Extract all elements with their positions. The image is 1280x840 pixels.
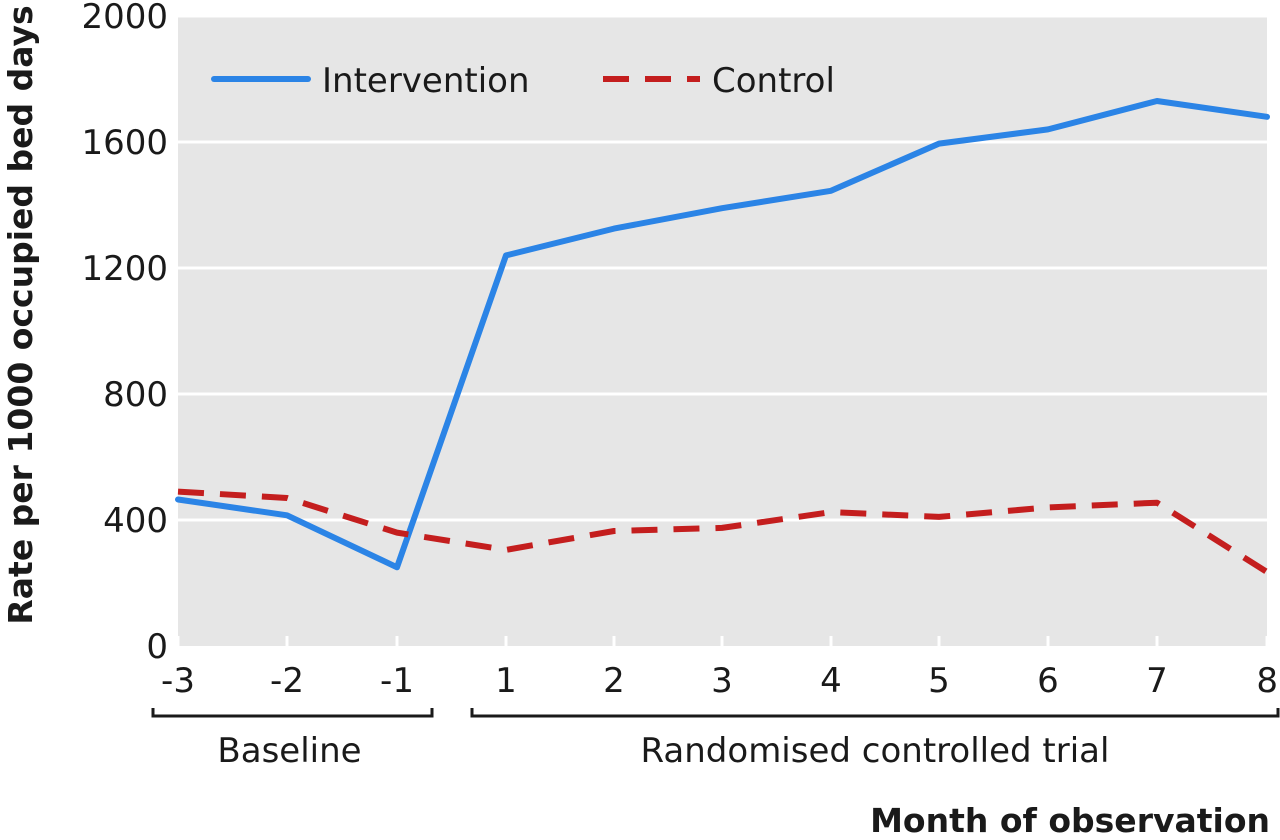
y-tick-label: 1600: [81, 123, 168, 163]
plot-area: [178, 16, 1267, 646]
group-bracket: [470, 708, 1280, 718]
x-axis-title: Month of observation: [870, 801, 1270, 840]
x-tick-label: 1: [495, 661, 517, 701]
group-brackets: Baseline Randomised controlled trial: [151, 708, 1280, 771]
group-label: Baseline: [217, 731, 361, 771]
series-layer: [175, 98, 1270, 575]
legend: Intervention Control: [211, 61, 835, 101]
y-tick-label: 800: [103, 375, 168, 415]
series-line-control: [177, 488, 1269, 575]
series-line-intervention: [175, 98, 1270, 571]
y-tick-label: 2000: [81, 0, 168, 37]
y-tick-label: 400: [103, 501, 168, 541]
group-label: Randomised controlled trial: [641, 731, 1110, 771]
x-axis-ticks: -3 -2 -1 1 2 3 4 5 6 7 8: [161, 661, 1278, 701]
x-tick-label: 2: [603, 661, 625, 701]
y-axis-title: Rate per 1000 occupied bed days: [1, 5, 40, 624]
gridlines: [176, 14, 1269, 646]
y-tick-label: 1200: [81, 249, 168, 289]
x-tick-label: 3: [711, 661, 733, 701]
x-tick-label: 7: [1146, 661, 1168, 701]
y-tick-label: 0: [146, 627, 168, 667]
x-tick-label: 5: [928, 661, 950, 701]
legend-label-intervention: Intervention: [322, 61, 530, 101]
x-tick-label: -1: [380, 661, 414, 701]
x-tick-label: -2: [270, 661, 304, 701]
x-tick-label: 6: [1037, 661, 1059, 701]
group-bracket: [151, 708, 434, 718]
y-axis-ticks: 0 400 800 1200 1600 2000: [81, 0, 168, 667]
x-tick-label: -3: [161, 661, 195, 701]
x-tick-label: 4: [820, 661, 842, 701]
legend-label-control: Control: [712, 61, 835, 101]
x-tick-label: 8: [1256, 661, 1278, 701]
